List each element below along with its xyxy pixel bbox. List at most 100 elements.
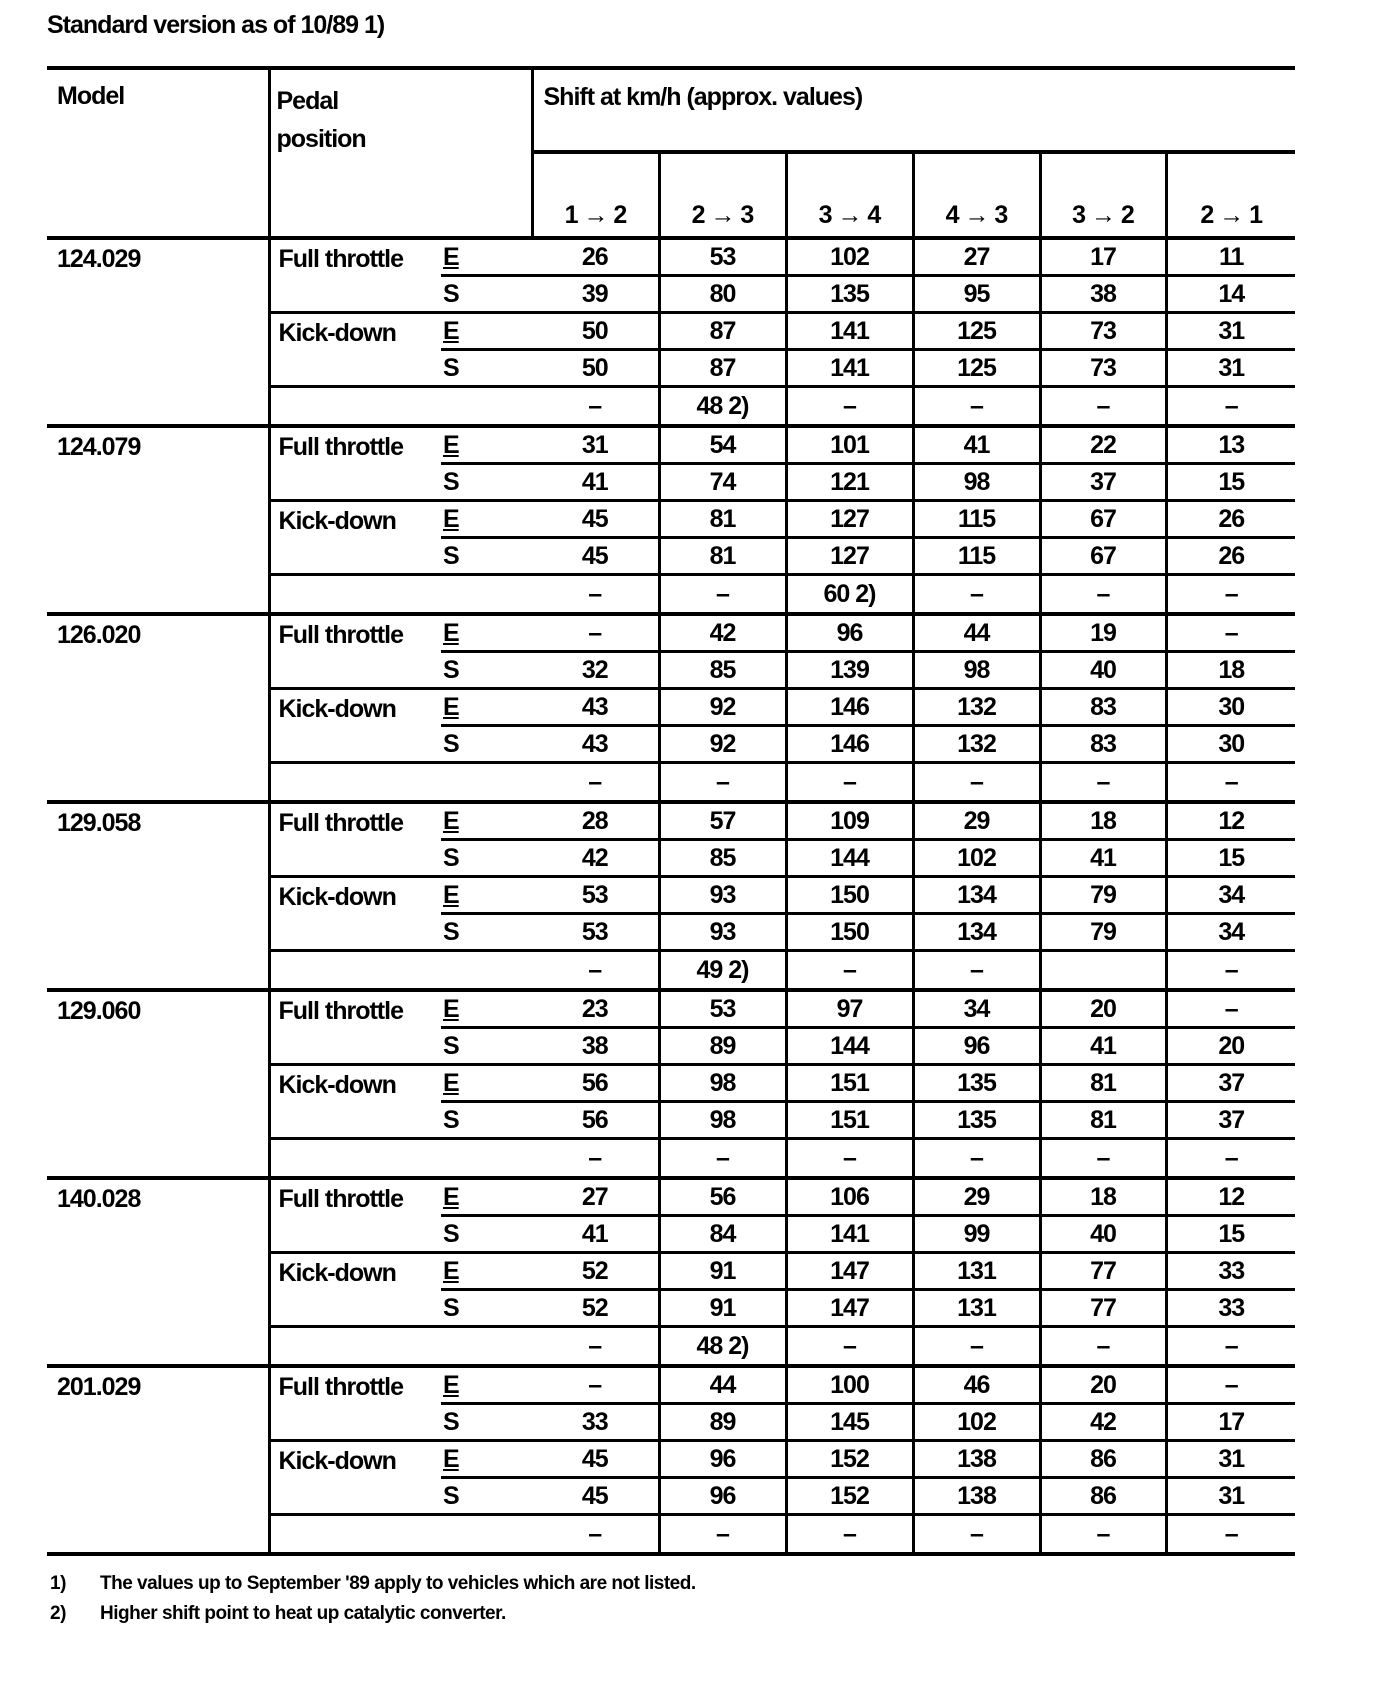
value-cell: 83 [1040, 688, 1168, 727]
value-cell: – [532, 574, 661, 616]
value-cell: 60 2) [786, 574, 915, 616]
mode-cell: S [441, 1101, 532, 1140]
table-row: 201.029 Full throttle E –44 100 46 20– [47, 1366, 1295, 1556]
header-shift-column: 2 → 1 [1166, 152, 1295, 240]
pedal-position-cell [269, 574, 441, 616]
value-cell: 127 [786, 537, 915, 576]
value-cell: – [786, 386, 915, 428]
value-cell: 56 [659, 1178, 788, 1217]
table-row: S 33 89 145 102 42 17 [47, 1403, 1295, 1442]
mode-cell: S [441, 1477, 532, 1516]
value-cell: 33 [1166, 1289, 1295, 1328]
value-cell: 96 [786, 614, 915, 653]
table-row: – – – – – – [47, 762, 1295, 804]
table-row: 129.060 Full throttle E 23 53 97 34 20– [47, 990, 1295, 1180]
pedal-position-cell: Full throttle [269, 426, 441, 502]
table-row: 126.020 Full throttle E –42 96 44 19– [47, 614, 1295, 804]
value-cell: 42 [1040, 1403, 1168, 1442]
value-cell: – [1166, 1514, 1295, 1556]
pedal-position-cell [269, 1514, 441, 1556]
value-cell: 41 [532, 463, 661, 502]
mode-cell [441, 1514, 532, 1556]
value-cell: 27 [532, 1178, 661, 1217]
value-cell: 98 [913, 651, 1042, 690]
header-shift-column: 3 → 4 [786, 152, 915, 240]
value-cell: – [1166, 1326, 1295, 1368]
value-cell: 127 [786, 500, 915, 539]
value-cell: 98 [659, 1064, 788, 1103]
table-row: –48 2) – – – – [47, 1326, 1295, 1368]
value-cell: 96 [659, 1440, 788, 1479]
value-cell: 31 [1166, 312, 1295, 351]
value-cell: 141 [786, 312, 915, 351]
shift-points-table: Model Pedal position Shift at km/h (appro… [47, 66, 1295, 1556]
value-cell: 45 [532, 537, 661, 576]
model-cell: 129.058 [47, 802, 271, 992]
table-row: S 45 81 127 115 67 26 [47, 537, 1295, 576]
value-cell: 89 [659, 1403, 788, 1442]
value-cell: 31 [532, 426, 661, 465]
table-row: Kick-down E 45 81 127 115 67 26 [47, 500, 1295, 576]
value-cell: 34 [913, 990, 1042, 1029]
value-cell: – [532, 950, 661, 992]
footnote-2: 2) Higher shift point to heat up catalyti… [50, 1602, 1295, 1626]
value-cell [1040, 950, 1168, 992]
value-cell: 40 [1040, 651, 1168, 690]
table-row: S 56 98 151 135 81 37 [47, 1101, 1295, 1140]
value-cell: 17 [1166, 1403, 1295, 1442]
value-cell: – [913, 1326, 1042, 1368]
value-cell: 41 [913, 426, 1042, 465]
value-cell: 26 [1166, 537, 1295, 576]
table-row: 140.028 Full throttle E 27 56 106 29 18 12 [47, 1178, 1295, 1368]
value-cell: 56 [532, 1101, 661, 1140]
value-cell: – [1166, 614, 1295, 653]
value-cell: 52 [532, 1252, 661, 1291]
value-cell: 28 [532, 802, 661, 841]
table-row: 129.058 Full throttle E 28 57 109 29 18 12 [47, 802, 1295, 992]
value-cell: 87 [659, 349, 788, 388]
value-cell: – [913, 1514, 1042, 1556]
model-cell: 124.079 [47, 426, 271, 616]
value-cell: – [659, 1514, 788, 1556]
header-shift-column: 3 → 2 [1040, 152, 1168, 240]
value-cell: 101 [786, 426, 915, 465]
value-cell: 20 [1166, 1027, 1295, 1066]
pedal-position-cell: Full throttle [269, 1178, 441, 1254]
value-cell: 95 [913, 275, 1042, 314]
value-cell: 33 [1166, 1252, 1295, 1291]
mode-cell: E [441, 500, 532, 539]
value-cell: 134 [913, 913, 1042, 952]
value-cell: 98 [659, 1101, 788, 1140]
value-cell: 42 [659, 614, 788, 653]
value-cell: 17 [1040, 238, 1168, 277]
mode-cell: S [441, 839, 532, 878]
mode-cell: E [441, 238, 532, 277]
value-cell: 106 [786, 1178, 915, 1217]
value-cell: 20 [1040, 990, 1168, 1029]
pedal-position-cell: Full throttle [269, 802, 441, 878]
table-row: – – – – – – [47, 1514, 1295, 1556]
pedal-position-cell [269, 1138, 441, 1180]
mode-cell: S [441, 349, 532, 388]
pedal-position-cell: Kick-down [269, 1440, 441, 1516]
value-cell: 134 [913, 876, 1042, 915]
table-row: S 50 87 141 125 73 31 [47, 349, 1295, 388]
table-row: Kick-down E 50 87 141 125 73 31 [47, 312, 1295, 388]
value-cell: 38 [532, 1027, 661, 1066]
value-cell: 151 [786, 1101, 915, 1140]
mode-cell: E [441, 1440, 532, 1479]
value-cell: 86 [1040, 1477, 1168, 1516]
value-cell: 41 [1040, 839, 1168, 878]
value-cell: 45 [532, 1477, 661, 1516]
mode-cell: S [441, 913, 532, 952]
mode-cell [441, 1138, 532, 1180]
header-model: Model [47, 66, 271, 240]
table-row: S 41 84 141 99 40 15 [47, 1215, 1295, 1254]
value-cell: 39 [532, 275, 661, 314]
table-row: Kick-down E 43 92 146 132 83 30 [47, 688, 1295, 764]
value-cell: 109 [786, 802, 915, 841]
mode-cell: E [441, 876, 532, 915]
value-cell: – [532, 386, 661, 428]
header-shift: Shift at km/h (approx. values) [532, 66, 1295, 154]
footnote-1: 1) The values up to September '89 apply t… [50, 1572, 1295, 1596]
